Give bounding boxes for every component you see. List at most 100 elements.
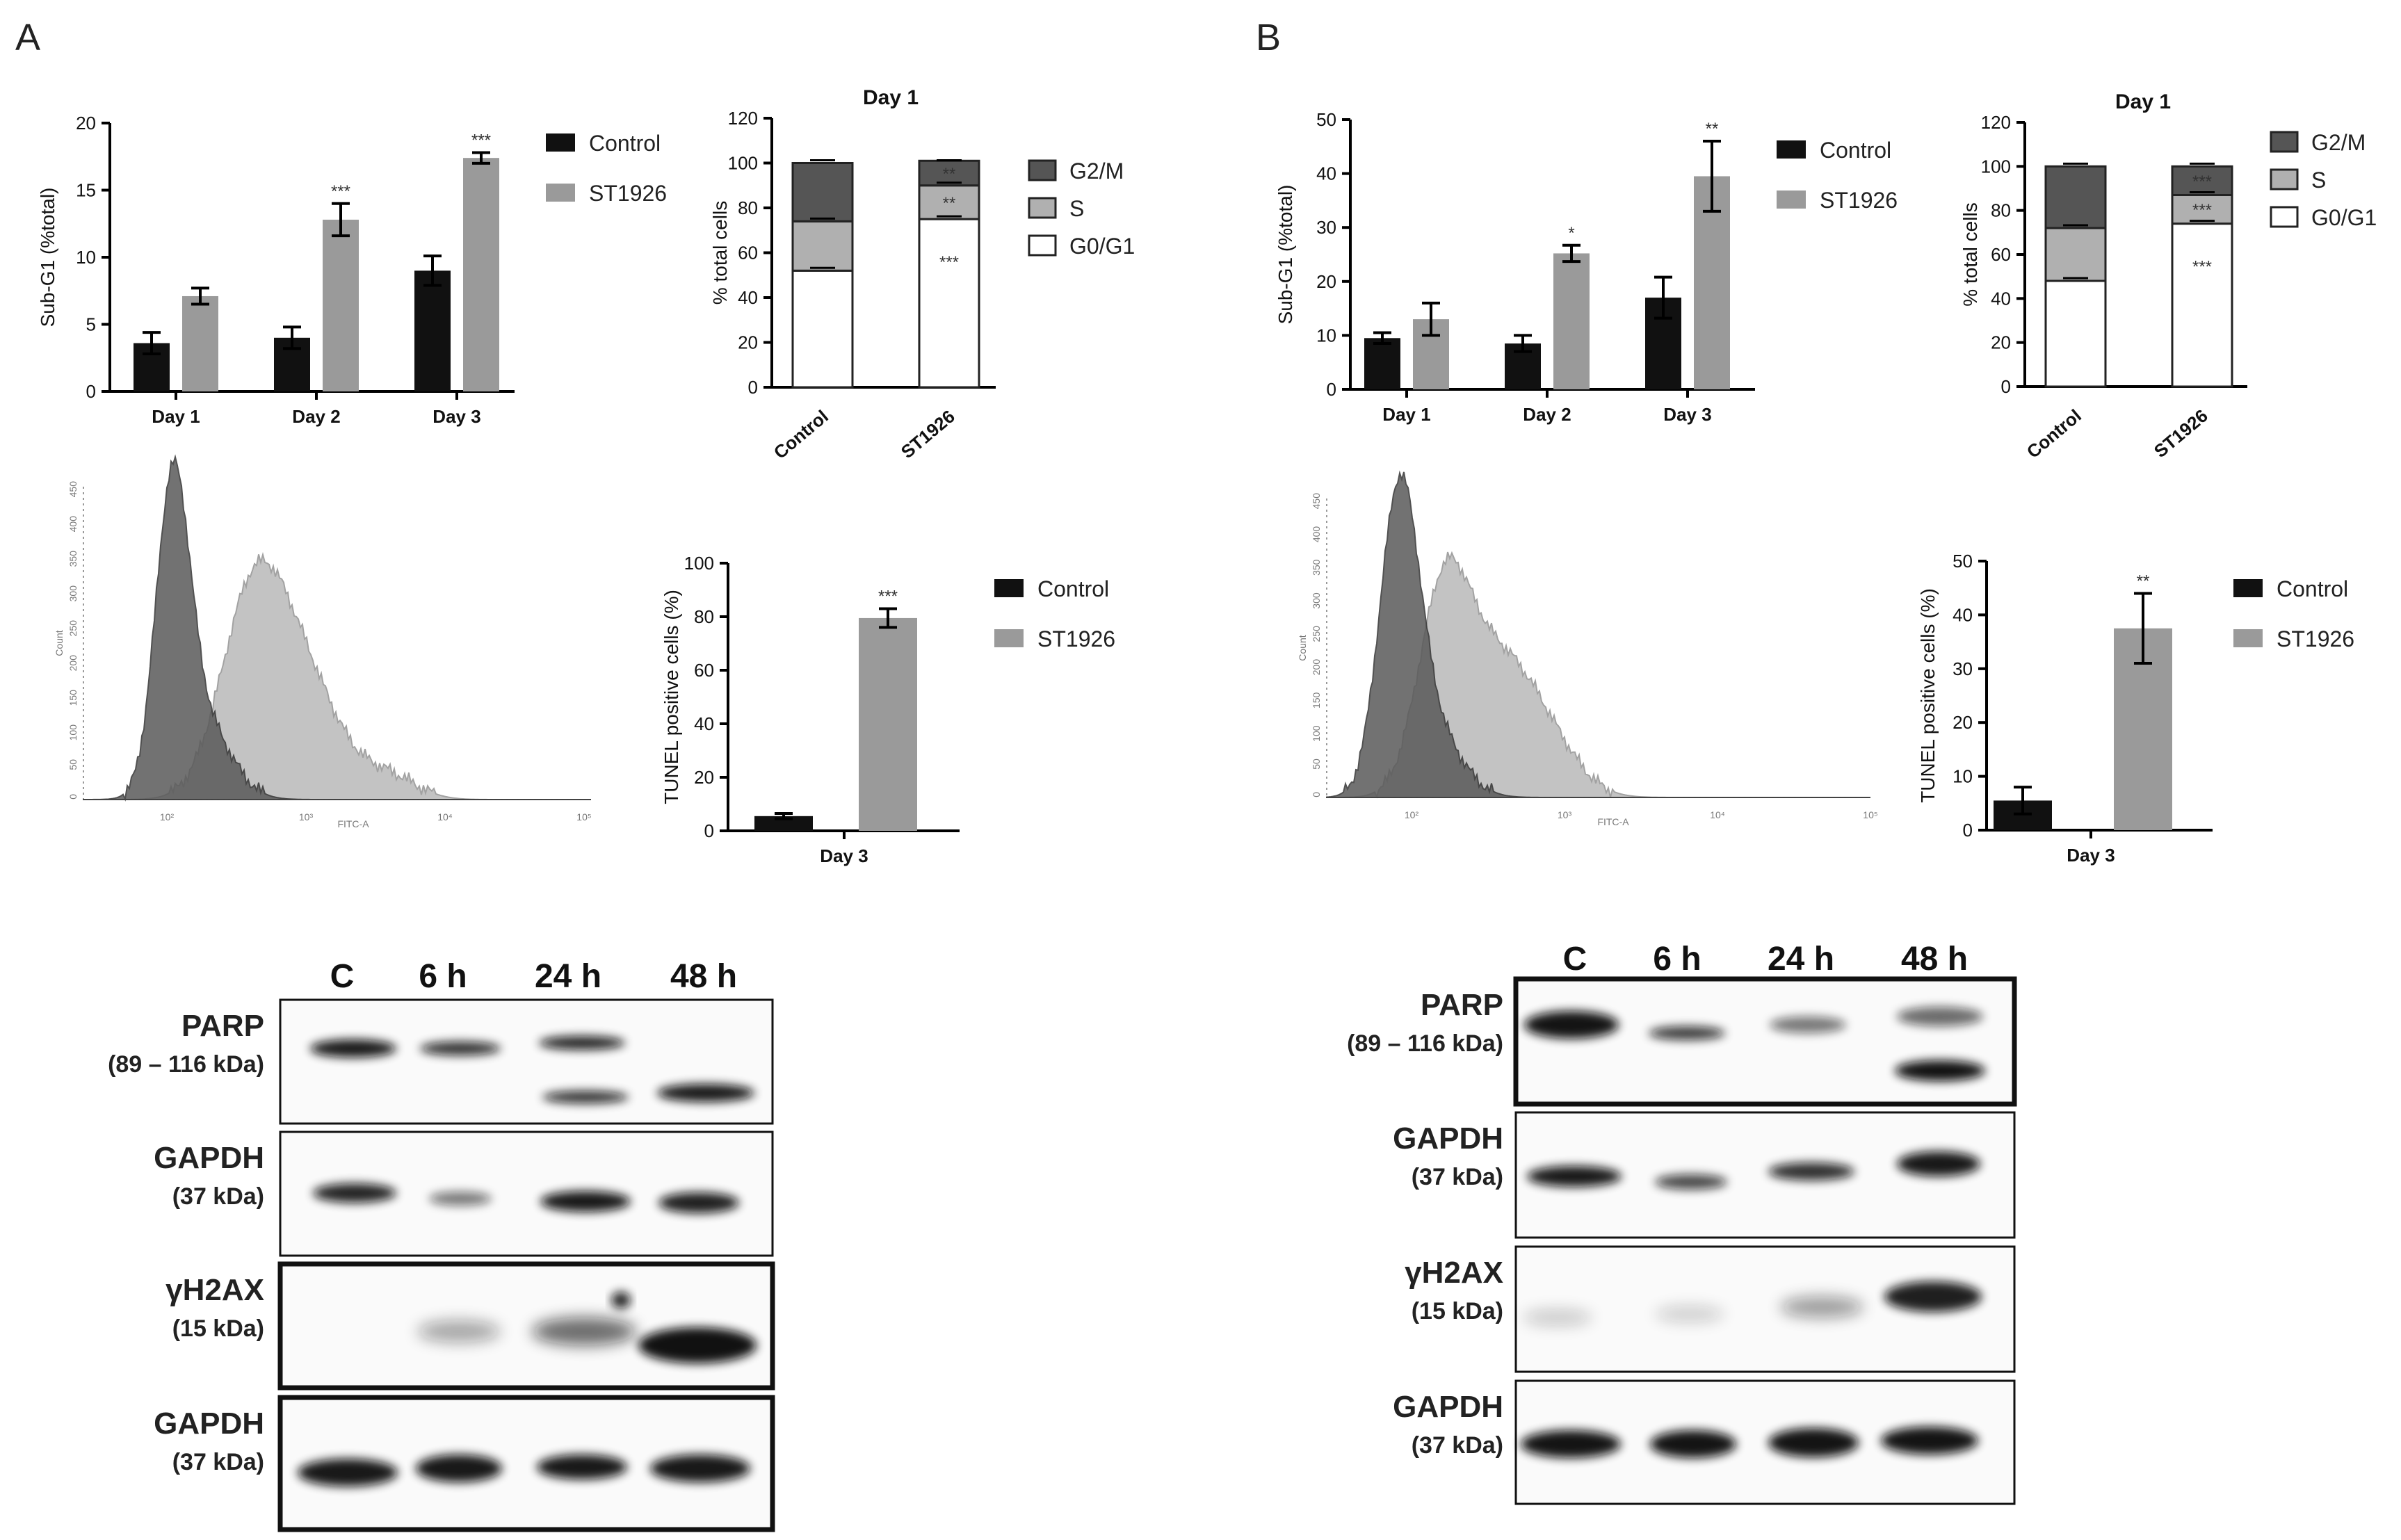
significance-marker: *** (471, 131, 491, 149)
y-tick-label: 30 (1316, 217, 1336, 238)
y-tick-label: 100 (728, 153, 758, 174)
legend-label-control: Control (589, 131, 661, 156)
y-tick-label: 10 (1953, 766, 1973, 787)
y-tick-label: 20 (1953, 712, 1973, 733)
flow-y-tick-label: 100 (1311, 725, 1322, 742)
legend-swatch (2270, 131, 2299, 153)
y-tick-label: 20 (1316, 271, 1336, 292)
flow-y-tick-label: 300 (67, 585, 79, 602)
protein-band (1527, 1166, 1622, 1187)
significance-marker: * (1568, 224, 1574, 243)
y-tick-label: 5 (86, 314, 96, 335)
legend-label: G0/G1 (2311, 205, 2377, 230)
x-tick-label: Day 2 (1523, 404, 1571, 425)
y-axis-label: Sub-G1 (%total) (1275, 185, 1296, 325)
x-tick-label: Day 1 (152, 406, 200, 427)
legend-label: S (2311, 168, 2326, 193)
protein-band (1897, 1007, 1983, 1026)
flow-histogram-control (1326, 470, 1870, 798)
protein-name: GAPDH (1393, 1390, 1503, 1424)
y-tick-label: 0 (704, 820, 714, 841)
flow-y-label: Count (1297, 635, 1308, 660)
legend-label: S (1069, 196, 1084, 221)
y-axis-label: TUNEL positive cells (%) (661, 590, 682, 804)
y-tick-label: 60 (738, 243, 758, 264)
y-tick-label: 50 (1953, 551, 1973, 572)
stacked-segment-g2m (918, 159, 980, 187)
legend-swatch (2270, 206, 2299, 228)
legend-label: G0/G1 (1069, 234, 1135, 259)
protein-band (1881, 1427, 1978, 1454)
protein-band (638, 1327, 757, 1363)
legend-swatch-st1926 (1777, 191, 1806, 209)
protein-band (542, 1091, 629, 1103)
significance-marker: ** (1706, 120, 1719, 138)
flow-y-tick-label: 300 (1311, 592, 1322, 609)
panel-label-a: A (15, 17, 40, 58)
protein-band (1770, 1016, 1846, 1033)
bar-st1926 (859, 617, 917, 831)
protein-band (313, 1183, 396, 1203)
y-tick-label: 20 (1991, 332, 2011, 353)
significance-marker: ** (2137, 572, 2150, 590)
lane-label: 24 h (535, 958, 601, 995)
y-tick-label: 120 (1981, 112, 2011, 133)
protein-band (416, 1454, 502, 1482)
legend-label-control: Control (1037, 576, 1109, 601)
flow-y-tick-label: 250 (1311, 626, 1322, 642)
y-tick-label: 40 (738, 287, 758, 308)
y-tick-label: 120 (728, 108, 758, 129)
legend-label: G2/M (1069, 159, 1124, 184)
x-tick-label: ST1926 (897, 406, 959, 463)
y-tick-label: 40 (1953, 604, 1973, 625)
y-tick-label: 100 (1981, 156, 2011, 177)
legend-label-st1926: ST1926 (1820, 188, 1898, 213)
lane-label: 6 h (419, 958, 467, 995)
protein-size: (89 – 116 kDa) (1347, 1030, 1503, 1057)
flow-y-tick-label: 250 (67, 620, 79, 637)
chart-b-cell-cycle: 0 20 40 60 80 100 120 % total cells Day 1 Control… (1959, 90, 2377, 462)
stacked-segment-s (918, 184, 980, 220)
protein-name: GAPDH (1393, 1121, 1503, 1156)
stacked-segment-s (2171, 194, 2233, 225)
chart-title: Day 1 (2115, 90, 2171, 113)
x-tick-label: Day 3 (1663, 404, 1711, 425)
protein-size: (37 kDa) (172, 1183, 264, 1210)
flow-y-tick-label: 350 (67, 551, 79, 567)
y-tick-label: 10 (1316, 325, 1336, 346)
protein-band (1768, 1162, 1854, 1181)
stacked-segment-g2m (2171, 165, 2233, 196)
protein-band (532, 1318, 636, 1345)
protein-name: GAPDH (154, 1407, 264, 1441)
y-tick-label: 50 (1316, 109, 1336, 130)
flow-x-tick-label: 10³ (299, 811, 314, 822)
protein-size: (15 kDa) (172, 1315, 264, 1342)
y-tick-label: 80 (738, 197, 758, 218)
protein-band (1897, 1151, 1980, 1176)
flow-y-tick-label: 200 (67, 655, 79, 672)
protein-size: (37 kDa) (1412, 1164, 1503, 1190)
stacked-segment-g2m (791, 162, 854, 222)
chart-b-subg1: 0 10 20 30 40 50 Sub-G1 (%total) Day 1 Day 2 * Day… (1275, 109, 1898, 425)
protein-band (539, 1036, 625, 1050)
y-tick-label: 20 (738, 332, 758, 353)
legend-swatch-control (994, 579, 1024, 597)
protein-name: PARP (181, 1009, 264, 1043)
flow-x-tick-label: 10⁴ (437, 811, 453, 822)
y-axis-label: TUNEL positive cells (%) (1917, 588, 1939, 803)
lane-label: 48 h (670, 958, 737, 995)
protein-size: (89 – 116 kDa) (108, 1051, 264, 1078)
protein-band (1884, 1281, 1982, 1312)
protein-band (1655, 1306, 1724, 1322)
y-tick-label: 0 (748, 377, 758, 398)
protein-band (417, 1320, 501, 1343)
chart-b-tunel: 0 10 20 30 40 50 TUNEL positive cells (%) Day 3… (1917, 551, 2354, 866)
stacked-segment-g2m (2044, 165, 2107, 229)
stacked-segment-g0g1 (791, 269, 854, 389)
blot-frame (277, 1261, 775, 1391)
legend-swatch-control (2233, 579, 2263, 597)
blot-frame (279, 998, 774, 1125)
y-axis-label: % total cells (1959, 202, 1981, 306)
y-tick-label: 30 (1953, 658, 1973, 679)
